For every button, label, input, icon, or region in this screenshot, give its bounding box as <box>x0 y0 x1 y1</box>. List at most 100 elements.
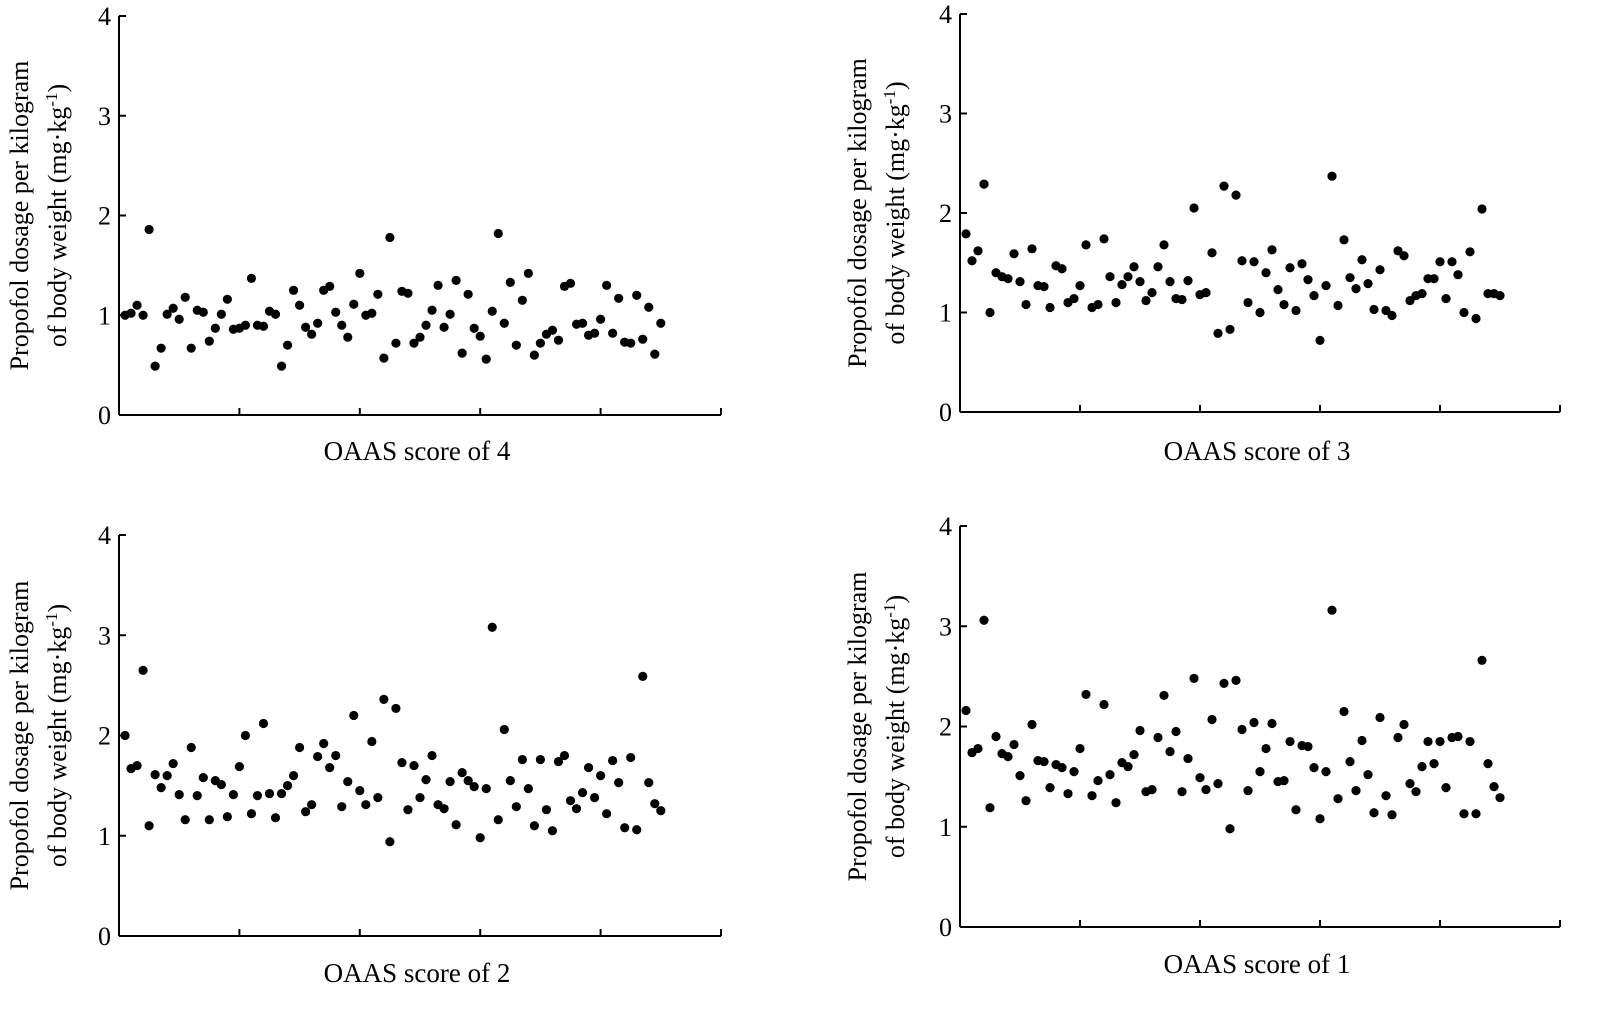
data-point <box>1285 263 1295 273</box>
y-axis-label-close: ) <box>881 81 910 90</box>
data-point <box>1213 779 1223 789</box>
data-point <box>517 295 527 305</box>
data-point <box>559 750 570 761</box>
data-point <box>1147 785 1157 795</box>
y-tick-label: 2 <box>98 722 111 751</box>
data-point <box>656 318 666 328</box>
y-axis-label-close: ) <box>881 595 910 604</box>
data-point <box>1333 794 1343 804</box>
data-point <box>602 809 612 819</box>
data-point <box>1135 277 1145 287</box>
data-point <box>1261 268 1271 278</box>
panel-oaas-1: 0 1 2 3 4 OAAS score of 1 Propofol dosage per … <box>815 505 1615 1010</box>
data-point <box>373 793 383 803</box>
y-tick-label: 4 <box>939 0 952 29</box>
data-point <box>620 823 630 833</box>
data-point <box>961 229 971 239</box>
data-point <box>505 277 515 287</box>
data-point <box>1231 675 1241 685</box>
data-point <box>1039 756 1049 767</box>
data-point <box>1153 732 1163 743</box>
data-point <box>409 760 419 771</box>
data-point <box>1417 288 1427 299</box>
data-point <box>1261 743 1271 754</box>
data-point <box>379 353 389 363</box>
data-point <box>1465 247 1475 257</box>
data-point <box>1339 706 1349 717</box>
data-point <box>258 321 269 331</box>
data-point <box>1267 245 1277 255</box>
data-point <box>1177 787 1187 797</box>
data-point <box>258 718 269 729</box>
data-point <box>481 784 491 794</box>
data-point <box>337 802 347 812</box>
data-point <box>264 789 275 799</box>
data-point <box>1225 324 1235 335</box>
data-point <box>535 754 546 765</box>
data-point <box>553 756 564 767</box>
data-point <box>463 289 473 299</box>
data-point <box>282 340 293 350</box>
y-axis-label-line2: of body weight (mg·kg-1) <box>42 84 73 347</box>
data-point <box>439 804 449 814</box>
data-point <box>198 307 208 317</box>
y-tick-label: 1 <box>98 301 111 330</box>
panel-oaas-4: 0 1 2 3 4 OAAS score of 4 Propofol dosage per … <box>0 0 800 490</box>
data-point <box>1309 290 1319 301</box>
scatter-chart: 0 1 2 3 4 OAAS score of 3 Propofol dosage per … <box>843 0 1561 466</box>
data-point <box>276 789 287 799</box>
data-point <box>457 348 467 358</box>
data-point <box>529 821 539 831</box>
data-point <box>517 754 527 765</box>
data-point <box>1057 264 1067 274</box>
data-point <box>1369 304 1379 315</box>
data-point <box>343 777 353 787</box>
data-point <box>463 776 473 786</box>
data-point <box>1429 274 1439 284</box>
data-point <box>222 812 232 822</box>
data-point <box>427 750 437 761</box>
y-axis-label-close: ) <box>43 84 72 93</box>
y-axis-label-superscript: -1 <box>880 90 899 104</box>
data-point <box>415 332 425 342</box>
data-point <box>481 354 491 364</box>
data-point <box>301 322 311 332</box>
data-point <box>168 758 178 769</box>
data-point <box>469 782 479 792</box>
data-point <box>1087 791 1097 801</box>
data-point <box>1375 265 1385 275</box>
data-point <box>138 665 148 675</box>
y-axis-label-line2: of body weight (mg·kg-1) <box>42 604 73 867</box>
data-point <box>222 294 232 304</box>
data-point <box>1081 689 1091 700</box>
data-point <box>1477 204 1487 214</box>
data-point <box>1165 746 1175 757</box>
data-point <box>1069 767 1079 777</box>
data-point <box>1459 809 1469 819</box>
data-point <box>596 771 606 781</box>
data-point <box>379 694 389 705</box>
data-point <box>1297 259 1307 269</box>
data-point <box>1141 295 1151 306</box>
data-point <box>1303 741 1313 752</box>
data-point <box>1069 293 1079 304</box>
y-tick-label: 2 <box>98 202 111 231</box>
data-point <box>228 790 238 800</box>
data-point <box>626 752 636 763</box>
data-point <box>1021 299 1031 310</box>
data-point <box>523 784 533 794</box>
data-point <box>120 730 130 741</box>
data-point <box>1243 297 1253 308</box>
data-point <box>1201 288 1211 298</box>
data-point <box>439 322 449 332</box>
data-point <box>1285 736 1295 747</box>
data-point <box>1441 783 1451 793</box>
data-point <box>415 793 425 803</box>
data-point <box>403 288 413 298</box>
scatter-chart: 0 1 2 3 4 OAAS score of 1 Propofol dosage per … <box>843 512 1561 979</box>
data-point <box>1471 313 1481 324</box>
data-point <box>979 179 989 189</box>
y-tick-label: 4 <box>98 2 111 31</box>
data-point <box>1159 240 1169 250</box>
